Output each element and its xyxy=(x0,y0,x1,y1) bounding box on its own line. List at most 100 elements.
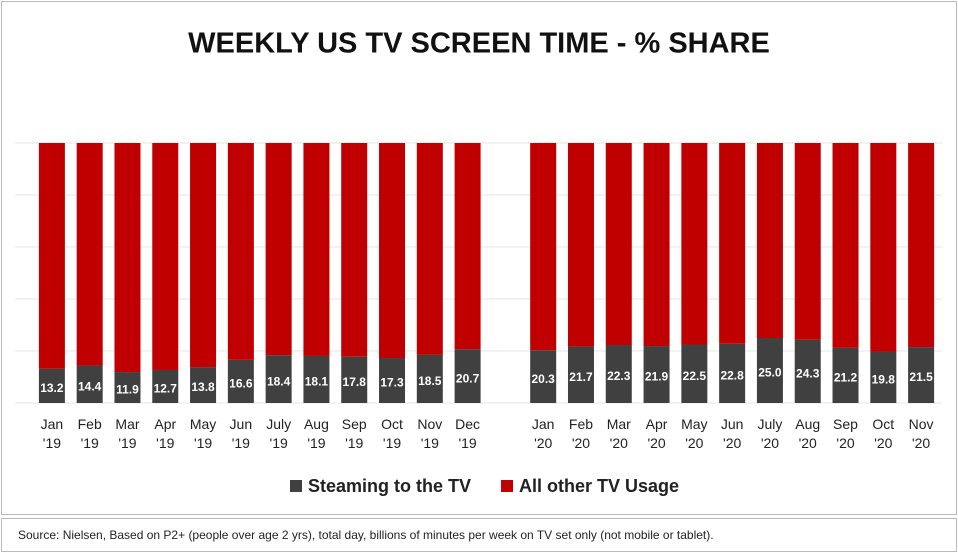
bar-segment xyxy=(794,143,821,340)
bar-segment xyxy=(341,143,368,357)
x-tick-label: May '19 xyxy=(189,416,217,451)
x-tick-label: Oct '20 xyxy=(872,416,895,451)
bar-segment xyxy=(227,359,254,403)
bar-segment xyxy=(794,339,821,403)
value-label: 21.2 xyxy=(834,371,858,385)
x-tick-label: Nov '19 xyxy=(417,416,443,451)
bar-segment xyxy=(454,143,481,350)
value-label: 16.6 xyxy=(229,377,253,391)
x-tick-label: Nov '20 xyxy=(908,416,934,451)
x-tick-label: Sep '19 xyxy=(341,416,367,451)
value-label: 25.0 xyxy=(758,366,782,380)
value-label: 14.4 xyxy=(78,379,102,393)
value-label: 21.9 xyxy=(645,370,669,384)
value-label: 17.3 xyxy=(380,376,404,390)
bar-segment xyxy=(681,344,708,403)
x-tick-label: Jun '19 xyxy=(229,416,253,451)
x-tick-label: Mar '19 xyxy=(115,416,140,451)
bar-segment xyxy=(643,346,670,403)
value-label: 17.8 xyxy=(343,375,367,389)
value-label: 18.5 xyxy=(418,374,442,388)
bar-segment xyxy=(265,143,292,356)
chart-title: WEEKLY US TV SCREEN TIME - % SHARE xyxy=(188,28,770,60)
bar-segment xyxy=(341,356,368,403)
bar-segment xyxy=(605,345,632,403)
bar-segment xyxy=(190,143,217,368)
bar-segment xyxy=(152,143,179,370)
x-tick-label: July '20 xyxy=(757,416,783,451)
x-tick-label: Mar '20 xyxy=(606,416,631,451)
x-tick-label: Jan '19 xyxy=(40,416,64,451)
bar-segment xyxy=(756,143,783,338)
bar-segment xyxy=(870,143,897,352)
bar-segment xyxy=(530,350,557,403)
value-label: 13.8 xyxy=(191,380,215,394)
bar-segment xyxy=(681,143,708,345)
bar-segment xyxy=(114,372,141,403)
value-label: 13.2 xyxy=(40,381,64,395)
bar-segment xyxy=(756,338,783,403)
bar-segment xyxy=(719,143,746,344)
value-label: 18.4 xyxy=(267,374,291,388)
bar-segment xyxy=(152,369,179,403)
bar-segment xyxy=(530,143,557,351)
x-tick-label: Jun '20 xyxy=(720,416,744,451)
bar-segment xyxy=(76,143,103,366)
chart-border xyxy=(1,1,957,515)
bar-segment xyxy=(605,143,632,346)
bar-segment xyxy=(567,346,594,403)
value-label: 19.8 xyxy=(872,372,896,386)
bar-segment xyxy=(38,143,65,369)
value-label: 24.3 xyxy=(796,367,820,381)
bar-segment xyxy=(379,358,406,403)
bar-segment xyxy=(454,349,481,403)
source-note: Source: Nielsen, Based on P2+ (people ov… xyxy=(18,528,714,542)
bar-segment xyxy=(908,143,935,348)
legend-label: All other TV Usage xyxy=(519,476,679,496)
x-tick-label: Apr '19 xyxy=(154,416,177,451)
footnote-border xyxy=(1,518,957,552)
value-label: 22.5 xyxy=(683,369,707,383)
value-label: 11.9 xyxy=(116,383,139,397)
x-tick-label: July '19 xyxy=(266,416,292,451)
bar-segment xyxy=(416,143,443,355)
x-tick-label: Oct '19 xyxy=(381,416,403,451)
bar-segment xyxy=(379,143,406,359)
x-tick-label: Aug '19 xyxy=(303,416,329,451)
bar-segment xyxy=(265,355,292,403)
x-tick-label: Jan '20 xyxy=(531,416,555,451)
legend-label: Steaming to the TV xyxy=(308,476,471,496)
bar-segment xyxy=(870,351,897,403)
bar-segment xyxy=(38,368,65,403)
bar-segment xyxy=(416,354,443,403)
bar-segment xyxy=(719,343,746,403)
bar-segment xyxy=(303,355,330,403)
value-label: 22.8 xyxy=(720,369,744,383)
bar-segment xyxy=(303,143,330,356)
value-label: 20.3 xyxy=(532,372,556,386)
x-tick-label: Feb '20 xyxy=(568,416,594,451)
bar-segment xyxy=(832,347,859,403)
value-label: 22.3 xyxy=(607,369,631,383)
x-tick-label: Feb '19 xyxy=(77,416,102,451)
bar-segment xyxy=(76,365,103,403)
bar-segment xyxy=(227,143,254,360)
legend-swatch xyxy=(501,480,514,492)
value-label: 21.5 xyxy=(909,370,933,384)
bar-segment xyxy=(190,367,217,403)
value-label: 18.1 xyxy=(305,375,329,389)
x-tick-label: May '20 xyxy=(681,416,708,451)
legend-swatch xyxy=(290,480,302,492)
x-tick-label: Apr '20 xyxy=(645,416,668,451)
x-tick-label: Aug '20 xyxy=(795,416,821,451)
bar-segment xyxy=(908,347,935,403)
bar-segment xyxy=(832,143,859,348)
x-tick-label: Dec '19 xyxy=(455,416,481,451)
value-label: 12.7 xyxy=(154,382,178,396)
x-tick-label: Sep '20 xyxy=(833,416,858,451)
value-label: 20.7 xyxy=(456,371,480,385)
bar-segment xyxy=(643,143,670,347)
bar-segment xyxy=(567,143,594,347)
